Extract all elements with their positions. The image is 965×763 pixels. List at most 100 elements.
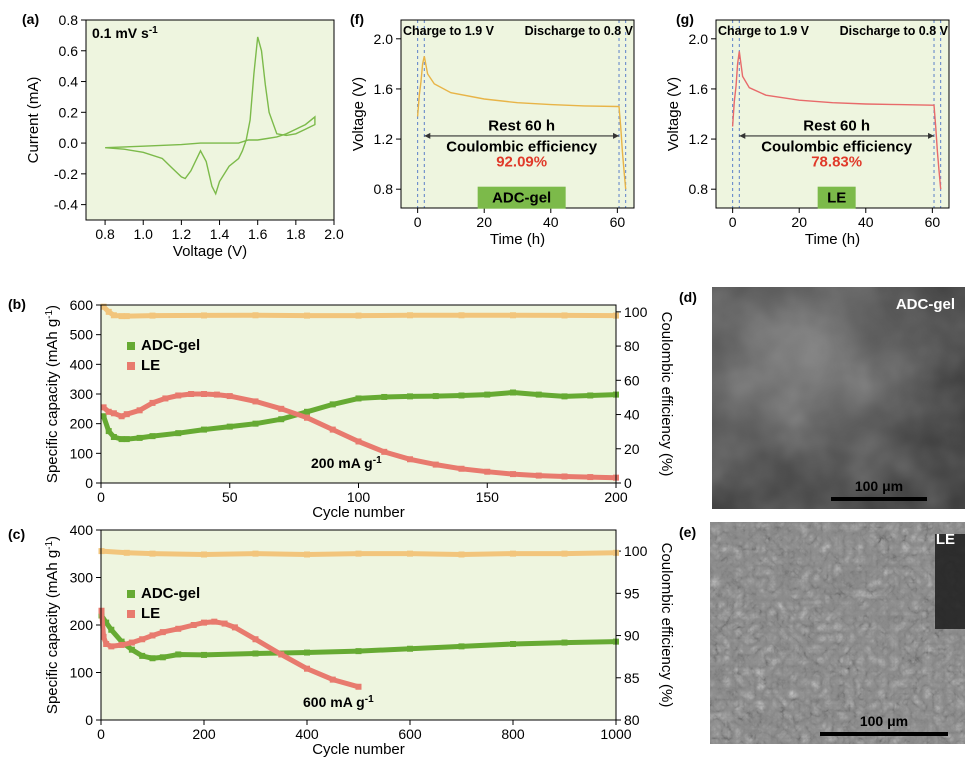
y2-axis-label: Coulombic efficiency (%) — [658, 312, 675, 477]
x-tick-label: 0 — [414, 214, 422, 230]
chart-panel-f: (f) 0 20 40 60 0.8 1.2 1.6 2.0 Time (h) Voltage (V… — [350, 11, 635, 248]
data-point — [535, 391, 542, 398]
legend-marker — [127, 342, 135, 350]
sem-sample-label: ADC-gel — [896, 296, 955, 313]
charge-label: Charge to 1.9 V — [718, 24, 810, 38]
data-point — [136, 407, 143, 414]
data-point — [355, 550, 362, 557]
y-tick-label: 0.8 — [689, 181, 709, 197]
scale-bar-label: 100 μm — [860, 713, 908, 729]
data-point — [100, 633, 107, 640]
series-trace — [101, 391, 617, 481]
data-point — [561, 550, 568, 557]
data-point — [432, 393, 439, 400]
data-point — [304, 665, 310, 672]
data-point — [123, 436, 130, 443]
x-tick-label: 0 — [97, 489, 105, 505]
y-tick-label: 100 — [70, 665, 94, 681]
data-point — [105, 308, 112, 315]
y-axis-label: Specific capacity (mAh g-1) — [44, 536, 61, 714]
legend-label: LE — [141, 605, 160, 622]
series-line — [731, 51, 942, 190]
data-point — [201, 619, 207, 626]
plot-background — [101, 530, 616, 720]
x-tick-label: 400 — [295, 726, 319, 742]
plot-frame — [100, 304, 617, 484]
data-point — [118, 436, 125, 443]
data-point — [510, 312, 516, 319]
data-point — [561, 312, 568, 319]
data-point — [304, 312, 310, 319]
x-axis-label: Time (h) — [490, 231, 545, 248]
data-point — [252, 636, 259, 643]
data-point — [139, 652, 146, 659]
data-point — [304, 649, 310, 656]
data-point — [407, 456, 413, 463]
y-tick-label: 400 — [70, 522, 94, 538]
x-tick-label: 150 — [476, 489, 500, 505]
data-point — [100, 404, 107, 411]
x-tick-label: 40 — [543, 214, 559, 230]
y2-tick-label: 80 — [624, 338, 640, 354]
y-tick-label: 0.8 — [59, 12, 79, 28]
data-point — [355, 395, 362, 402]
panel-label: (a) — [22, 11, 39, 27]
data-point — [329, 426, 336, 433]
x-tick-label: 1.4 — [210, 226, 230, 242]
x-tick-label: 20 — [476, 214, 492, 230]
x-tick-label: 60 — [610, 214, 626, 230]
scale-bar-label: 100 μm — [855, 478, 903, 494]
rest-arrow-head — [928, 132, 935, 139]
y2-axis-label: Coulombic efficiency (%) — [658, 543, 675, 708]
charge-label: Charge to 1.9 V — [403, 24, 495, 38]
data-point — [175, 430, 182, 437]
data-point — [510, 641, 516, 647]
y-axis-label: Specific capacity (mAh g-1) — [44, 305, 61, 483]
y-tick-label: 1.2 — [374, 131, 394, 147]
data-point — [484, 468, 491, 475]
y-tick-label: 0 — [85, 475, 93, 491]
sem-panel-d: (d) ADC-gel 100 μm — [679, 287, 965, 509]
x-axis-label: Time (h) — [805, 231, 860, 248]
data-point — [304, 414, 310, 421]
panel-label: (g) — [676, 11, 694, 27]
data-point — [458, 551, 465, 558]
data-point — [108, 643, 115, 650]
y2-tick-label: 85 — [624, 670, 640, 686]
data-point — [136, 434, 143, 441]
data-point — [407, 550, 413, 557]
legend-label: ADC-gel — [141, 585, 200, 602]
data-point — [201, 651, 207, 658]
data-point — [561, 393, 568, 400]
y-tick-label: 2.0 — [689, 31, 709, 47]
y-tick-label: 1.6 — [689, 81, 709, 97]
rest-label: Rest 60 h — [803, 117, 870, 134]
sem-panel-e: (e) LE 100 μm — [679, 522, 965, 744]
data-point — [149, 632, 156, 639]
chart-panel-g: (g) 0 20 40 60 0.8 1.2 1.6 2.0 Time (h) Voltage (V… — [665, 11, 950, 248]
y-tick-label: 0.6 — [59, 43, 79, 59]
y-tick-label: 0.2 — [59, 104, 79, 120]
sem-sample-label: LE — [936, 531, 955, 548]
data-point — [98, 548, 105, 555]
data-point — [118, 638, 125, 645]
x-tick-label: 60 — [925, 214, 941, 230]
legend-marker — [127, 590, 135, 598]
y-tick-label: 300 — [70, 386, 94, 402]
data-point — [188, 391, 195, 397]
data-point — [304, 408, 310, 415]
data-point — [110, 312, 117, 319]
y-tick-label: 600 — [70, 297, 94, 313]
data-point — [381, 448, 388, 455]
data-point — [128, 639, 135, 646]
x-tick-label: 100 — [347, 489, 371, 505]
x-tick-label: 200 — [192, 726, 216, 742]
data-point — [355, 683, 362, 690]
series-line — [105, 36, 316, 196]
y2-tick-label: 90 — [624, 628, 640, 644]
chart-panel-c: (c) 0 200 400 600 800 1000 0 100 200 300 400 80 85 90 9… — [8, 522, 675, 758]
panel-label: (b) — [8, 296, 26, 312]
data-point — [175, 651, 182, 658]
data-point — [278, 416, 285, 423]
data-point — [484, 391, 491, 398]
